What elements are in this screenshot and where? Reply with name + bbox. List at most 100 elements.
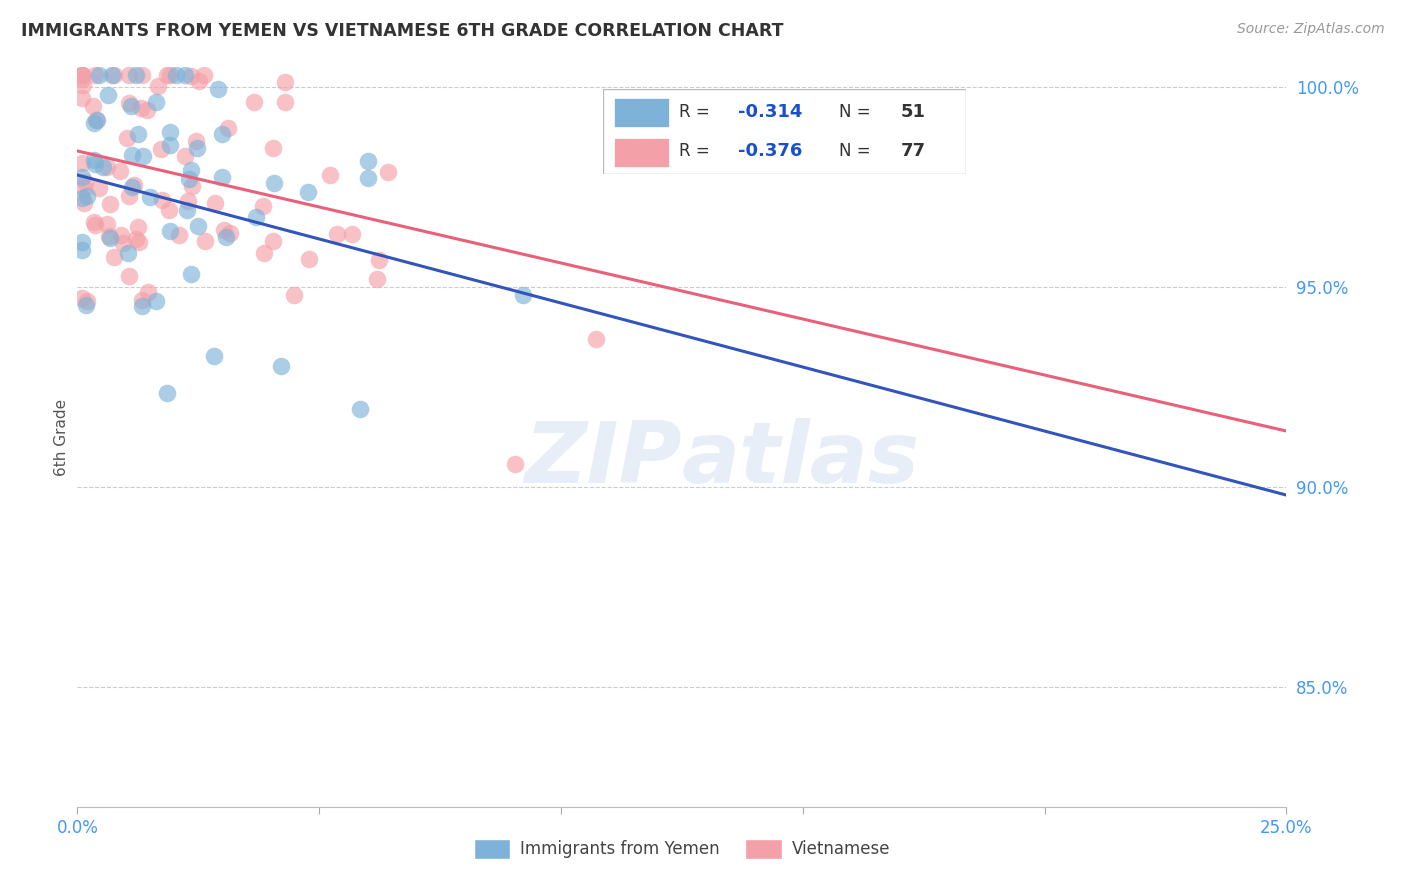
Point [70, 156, 93, 170]
Legend: Immigrants from Yemen, Vietnamese: Immigrants from Yemen, Vietnamese [467, 832, 897, 865]
Point [179, 172, 201, 186]
Point [297, 186, 319, 200]
Point [211, 128, 233, 142]
Point [219, 226, 242, 240]
Point [357, 171, 380, 186]
Point [340, 227, 363, 242]
Point [181, 179, 204, 194]
Point [193, 68, 215, 82]
Point [202, 350, 225, 364]
Point [262, 140, 284, 154]
Point [127, 220, 149, 235]
Point [139, 190, 162, 204]
Point [176, 203, 198, 218]
Point [118, 189, 141, 203]
Point [84, 113, 107, 128]
Point [118, 96, 141, 111]
Point [70, 68, 93, 82]
Point [117, 68, 139, 82]
Point [103, 68, 125, 82]
Point [377, 165, 399, 179]
Point [156, 68, 179, 82]
Point [70, 90, 93, 104]
Point [368, 253, 391, 268]
Point [97, 88, 120, 103]
Point [111, 236, 134, 251]
Point [70, 235, 93, 249]
Point [73, 181, 96, 195]
Point [159, 125, 181, 139]
Point [96, 217, 118, 231]
Point [207, 82, 229, 96]
Point [180, 268, 202, 282]
Point [122, 178, 145, 192]
Point [270, 359, 292, 373]
Point [96, 160, 118, 174]
Point [180, 162, 202, 177]
Point [131, 299, 153, 313]
Point [283, 287, 305, 301]
Point [83, 215, 105, 229]
Point [193, 234, 215, 248]
Point [253, 246, 276, 260]
Point [70, 291, 93, 305]
Point [212, 223, 235, 237]
Y-axis label: 6th Grade: 6th Grade [53, 399, 69, 475]
Point [145, 95, 167, 109]
Point [217, 120, 239, 135]
Point [298, 252, 321, 266]
Point [156, 385, 179, 400]
Point [165, 68, 187, 82]
Point [150, 142, 173, 156]
Point [245, 210, 267, 224]
Point [157, 202, 180, 217]
Point [366, 271, 388, 285]
Text: ZIP: ZIP [524, 417, 682, 500]
Point [349, 402, 371, 417]
Point [121, 179, 143, 194]
Point [120, 99, 142, 113]
Point [87, 180, 110, 194]
Point [585, 332, 607, 346]
Point [152, 194, 174, 208]
Point [186, 140, 208, 154]
Point [262, 234, 284, 248]
Point [159, 68, 181, 82]
Point [145, 293, 167, 308]
Point [83, 153, 105, 167]
Point [131, 68, 153, 82]
Point [87, 68, 110, 82]
Point [512, 288, 534, 302]
Point [188, 74, 211, 88]
Point [128, 235, 150, 249]
Point [184, 134, 207, 148]
Point [132, 148, 155, 162]
Point [136, 285, 159, 300]
Point [70, 72, 93, 87]
Point [100, 231, 122, 245]
Point [125, 68, 148, 82]
Point [103, 250, 125, 264]
Point [211, 170, 233, 185]
Point [204, 196, 226, 211]
Text: atlas: atlas [682, 417, 920, 500]
Point [73, 175, 96, 189]
Point [121, 148, 143, 162]
Point [75, 298, 97, 312]
Point [70, 68, 93, 82]
Point [159, 137, 181, 152]
Point [148, 78, 170, 93]
Point [84, 157, 107, 171]
Point [100, 68, 122, 82]
Point [129, 101, 152, 115]
Point [159, 225, 181, 239]
Point [357, 153, 380, 168]
Point [76, 293, 98, 308]
Point [273, 95, 295, 109]
Point [136, 103, 159, 117]
Point [70, 169, 93, 184]
Point [93, 161, 115, 175]
Point [98, 229, 121, 244]
Point [187, 219, 209, 233]
Point [73, 196, 96, 211]
